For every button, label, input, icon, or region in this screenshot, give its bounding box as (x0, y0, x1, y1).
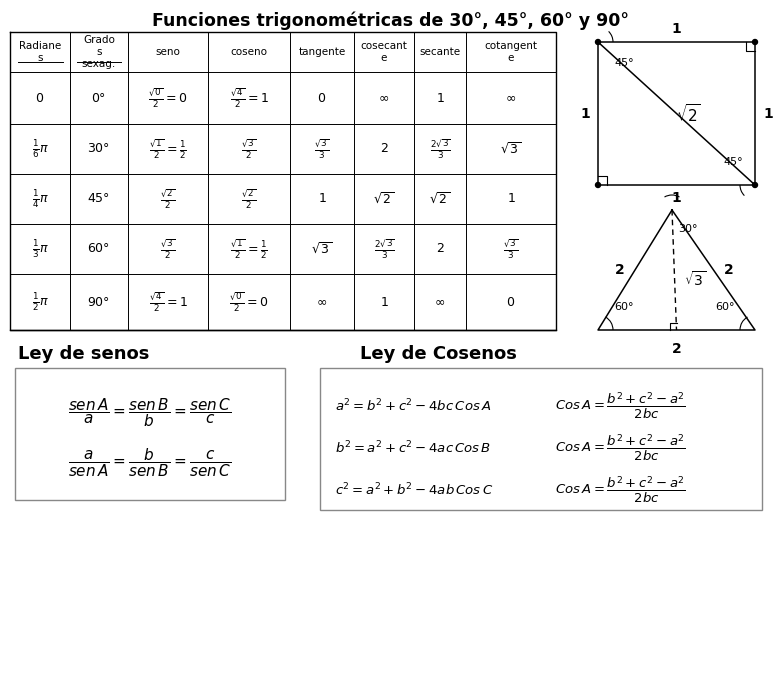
Text: $\sqrt{2}$: $\sqrt{2}$ (429, 191, 451, 206)
Text: $\frac{\sqrt{2}}{2}$: $\frac{\sqrt{2}}{2}$ (161, 187, 175, 210)
Text: $1$: $1$ (507, 193, 515, 206)
Text: $\frac{\sqrt{1}}{2}=\frac{1}{2}$: $\frac{\sqrt{1}}{2}=\frac{1}{2}$ (230, 237, 268, 261)
Text: 45°: 45° (723, 157, 743, 167)
Circle shape (595, 183, 601, 187)
Text: $c^2 = a^2 + b^2 - 4ab\,Cos\,C$: $c^2 = a^2 + b^2 - 4ab\,Cos\,C$ (335, 482, 494, 498)
Text: $\infty$: $\infty$ (317, 295, 327, 309)
Text: coseno: coseno (230, 47, 268, 57)
Text: $45°$: $45°$ (88, 193, 110, 206)
Text: $\frac{\sqrt{0}}{2}=0$: $\frac{\sqrt{0}}{2}=0$ (230, 290, 268, 313)
Text: $1$: $1$ (317, 193, 327, 206)
Text: $\frac{2\sqrt{3}}{3}$: $\frac{2\sqrt{3}}{3}$ (373, 237, 394, 261)
Text: $0$: $0$ (317, 92, 327, 104)
Text: $\frac{\sqrt{2}}{2}$: $\frac{\sqrt{2}}{2}$ (241, 187, 257, 210)
Text: $\frac{1}{2}\pi$: $\frac{1}{2}\pi$ (32, 291, 48, 313)
Text: $\frac{\sqrt{4}}{2}=1$: $\frac{\sqrt{4}}{2}=1$ (230, 86, 268, 110)
Text: $Cos\,A = \dfrac{b^2+c^2-a^2}{2bc}$: $Cos\,A = \dfrac{b^2+c^2-a^2}{2bc}$ (555, 474, 686, 506)
Text: $\sqrt{2}$: $\sqrt{2}$ (676, 102, 701, 125)
Circle shape (753, 183, 757, 187)
Text: 45°: 45° (614, 58, 634, 68)
Text: $0$: $0$ (36, 92, 44, 104)
Text: cotangent
e: cotangent e (484, 41, 538, 63)
Text: $60°$: $60°$ (88, 243, 110, 255)
Text: $a^2 = b^2 + c^2 - 4bc\,Cos\,A$: $a^2 = b^2 + c^2 - 4bc\,Cos\,A$ (335, 398, 491, 415)
Text: tangente: tangente (299, 47, 345, 57)
Text: $1$: $1$ (435, 92, 445, 104)
Text: $\frac{\sqrt{3}}{3}$: $\frac{\sqrt{3}}{3}$ (504, 237, 518, 261)
Text: $\infty$: $\infty$ (435, 295, 445, 309)
Circle shape (753, 40, 757, 44)
Text: Ley de Cosenos: Ley de Cosenos (360, 345, 517, 363)
Text: $0$: $0$ (507, 295, 515, 309)
Text: cosecant
e: cosecant e (361, 41, 407, 63)
Text: Funciones trigonométricas de 30°, 45°, 60° y 90°: Funciones trigonométricas de 30°, 45°, 6… (151, 12, 629, 30)
Text: $\sqrt{3}$: $\sqrt{3}$ (311, 241, 333, 257)
Text: $\sqrt{2}$: $\sqrt{2}$ (373, 191, 394, 206)
Text: $\infty$: $\infty$ (505, 92, 517, 104)
Text: 2: 2 (671, 342, 681, 356)
Text: Ley de senos: Ley de senos (18, 345, 149, 363)
Text: $2$: $2$ (379, 142, 388, 156)
Text: $Cos\,A = \dfrac{b^2+c^2-a^2}{2bc}$: $Cos\,A = \dfrac{b^2+c^2-a^2}{2bc}$ (555, 433, 686, 463)
Text: $\frac{\sqrt{4}}{2}=1$: $\frac{\sqrt{4}}{2}=1$ (148, 290, 188, 313)
Text: $\frac{1}{4}\pi$: $\frac{1}{4}\pi$ (32, 188, 48, 210)
Circle shape (595, 40, 601, 44)
Text: secante: secante (420, 47, 461, 57)
Text: 2: 2 (615, 263, 625, 277)
Text: seno: seno (155, 47, 181, 57)
FancyBboxPatch shape (15, 368, 285, 500)
Text: 30°: 30° (678, 224, 698, 234)
Text: $2$: $2$ (435, 243, 445, 255)
Text: $\dfrac{sen\,A}{a} = \dfrac{sen\,B}{b} = \dfrac{sen\,C}{c}$: $\dfrac{sen\,A}{a} = \dfrac{sen\,B}{b} =… (68, 396, 231, 429)
Text: $\frac{1}{6}\pi$: $\frac{1}{6}\pi$ (32, 138, 48, 160)
FancyBboxPatch shape (320, 368, 762, 510)
Text: 60°: 60° (614, 302, 633, 312)
Text: $\sqrt{3}$: $\sqrt{3}$ (684, 270, 707, 289)
Text: $\frac{\sqrt{0}}{2}=0$: $\frac{\sqrt{0}}{2}=0$ (148, 86, 188, 110)
Text: $90°$: $90°$ (88, 295, 110, 309)
Text: $\sqrt{3}$: $\sqrt{3}$ (501, 142, 521, 156)
Text: $\dfrac{a}{sen\,A} = \dfrac{b}{sen\,B} = \dfrac{c}{sen\,C}$: $\dfrac{a}{sen\,A} = \dfrac{b}{sen\,B} =… (68, 447, 231, 479)
Text: $\frac{\sqrt{1}}{2}=\frac{1}{2}$: $\frac{\sqrt{1}}{2}=\frac{1}{2}$ (149, 137, 187, 160)
Text: $\frac{\sqrt{3}}{3}$: $\frac{\sqrt{3}}{3}$ (314, 137, 330, 160)
Text: 1: 1 (671, 191, 681, 205)
Text: 2: 2 (723, 263, 733, 277)
Text: $30°$: $30°$ (88, 142, 110, 156)
Text: 60°: 60° (715, 302, 735, 312)
Text: $\frac{2\sqrt{3}}{3}$: $\frac{2\sqrt{3}}{3}$ (430, 137, 450, 160)
Text: $1$: $1$ (379, 295, 388, 309)
Text: Radiane
s: Radiane s (19, 41, 61, 63)
Text: $\frac{\sqrt{3}}{2}$: $\frac{\sqrt{3}}{2}$ (161, 237, 175, 261)
Text: $\frac{\sqrt{3}}{2}$: $\frac{\sqrt{3}}{2}$ (241, 137, 257, 160)
Text: $0°$: $0°$ (92, 92, 106, 104)
Text: $Cos\,A = \dfrac{b^2+c^2-a^2}{2bc}$: $Cos\,A = \dfrac{b^2+c^2-a^2}{2bc}$ (555, 391, 686, 421)
Text: $b^2 = a^2 + c^2 - 4ac\,Cos\,B$: $b^2 = a^2 + c^2 - 4ac\,Cos\,B$ (335, 439, 491, 456)
Text: 1: 1 (671, 22, 681, 36)
Text: Grado
s
sexag.: Grado s sexag. (82, 36, 116, 69)
Text: $\infty$: $\infty$ (379, 92, 390, 104)
Text: 1: 1 (763, 106, 773, 121)
Text: 1: 1 (580, 106, 590, 121)
Text: $\frac{1}{3}\pi$: $\frac{1}{3}\pi$ (32, 238, 48, 260)
